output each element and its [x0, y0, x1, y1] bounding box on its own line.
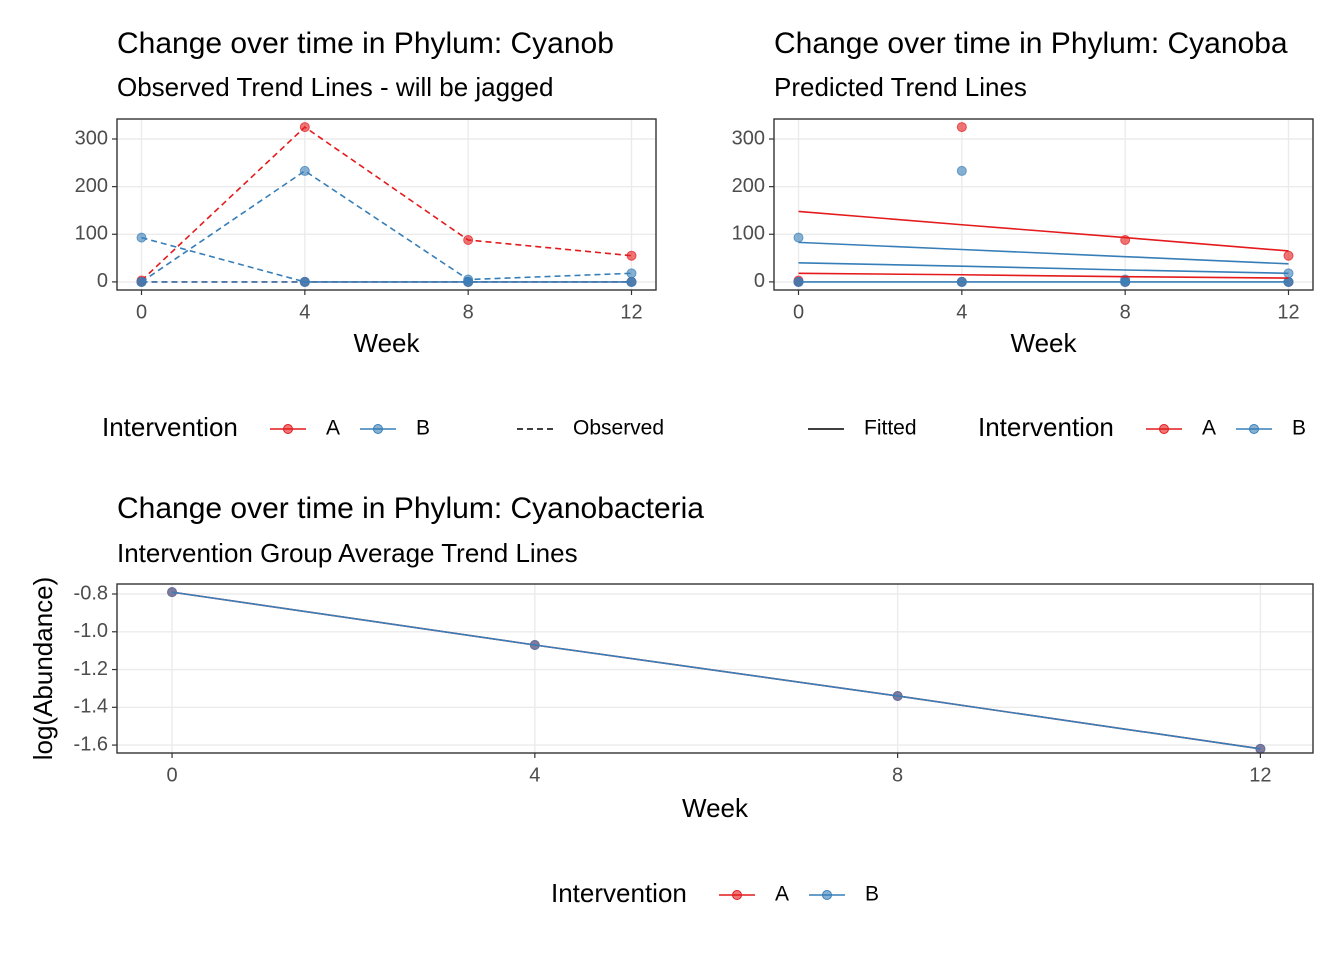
chart-subtitle: Predicted Trend Lines — [774, 72, 1027, 102]
legend-key-point — [373, 424, 383, 434]
data-point — [1283, 250, 1294, 261]
x-tick-label: 12 — [1249, 764, 1271, 786]
y-tick-label: 100 — [732, 223, 765, 245]
data-point — [167, 587, 178, 598]
data-point — [299, 122, 310, 133]
chart-title: Change over time in Phylum: Cyanobacteri… — [117, 492, 704, 525]
x-tick-label: 8 — [1120, 301, 1131, 323]
data-point — [463, 276, 474, 287]
series-line — [798, 241, 1289, 265]
data-point — [1255, 743, 1266, 754]
series-line — [798, 210, 1289, 252]
chart-subtitle: Observed Trend Lines - will be jagged — [117, 72, 553, 102]
y-tick-label: 200 — [75, 175, 108, 197]
y-tick-label: 300 — [732, 127, 765, 149]
data-point — [299, 276, 310, 287]
series-line — [171, 591, 1261, 750]
legend-key-point — [822, 890, 832, 900]
y-axis-title: log(Abundance) — [28, 577, 58, 761]
x-tick-label: 12 — [1277, 301, 1299, 323]
x-tick-label: 8 — [463, 301, 474, 323]
data-point — [299, 165, 310, 176]
legend-key-point — [1159, 424, 1169, 434]
y-tick-label: -1.6 — [74, 733, 108, 755]
plot-border — [116, 583, 1314, 754]
y-tick-label: -1.0 — [74, 620, 108, 642]
series-line — [798, 262, 1289, 275]
legend-label: Observed — [573, 417, 664, 440]
legend-label: Fitted — [864, 417, 917, 440]
legend-title: Intervention — [102, 412, 238, 442]
x-tick-label: 4 — [529, 764, 540, 786]
series-line — [798, 272, 1289, 279]
legend-key-point — [283, 424, 293, 434]
data-point — [956, 122, 967, 133]
plot-border — [773, 118, 1314, 291]
legend-title: Intervention — [551, 878, 687, 908]
data-point — [463, 234, 474, 245]
data-point — [136, 232, 147, 243]
x-axis-title: Week — [1011, 328, 1078, 358]
legend-label: A — [1202, 417, 1216, 440]
legend-label: B — [1292, 417, 1306, 440]
legend-label: B — [865, 883, 879, 906]
legend-label: A — [775, 883, 789, 906]
legend-label: B — [416, 417, 430, 440]
data-point — [626, 250, 637, 261]
y-tick-label: -0.8 — [74, 582, 108, 604]
y-tick-label: 100 — [75, 223, 108, 245]
y-tick-label: 300 — [75, 127, 108, 149]
data-point — [793, 232, 804, 243]
x-tick-label: 12 — [620, 301, 642, 323]
x-tick-label: 0 — [136, 301, 147, 323]
data-point — [892, 690, 903, 701]
data-point — [626, 268, 637, 279]
chart-title: Change over time in Phylum: Cyanob — [117, 27, 614, 60]
plot-background — [117, 584, 1313, 753]
data-point — [956, 165, 967, 176]
x-tick-label: 4 — [299, 301, 310, 323]
x-tick-label: 0 — [166, 764, 177, 786]
chart-title: Change over time in Phylum: Cyanoba — [774, 27, 1288, 60]
x-tick-label: 8 — [892, 764, 903, 786]
legend-key-point — [732, 890, 742, 900]
x-axis-title: Week — [354, 328, 421, 358]
chart-subtitle: Intervention Group Average Trend Lines — [117, 538, 578, 568]
x-axis-title: Week — [682, 793, 749, 823]
x-tick-label: 0 — [793, 301, 804, 323]
y-tick-label: 200 — [732, 175, 765, 197]
legend-key-point — [1249, 424, 1259, 434]
x-tick-label: 4 — [956, 301, 967, 323]
series-line — [141, 169, 632, 283]
data-point — [529, 639, 540, 650]
data-point — [626, 276, 637, 287]
series-line — [140, 126, 632, 282]
legend-label: A — [326, 417, 340, 440]
y-tick-label: -1.4 — [74, 696, 108, 718]
data-point — [136, 276, 147, 287]
y-tick-label: -1.2 — [74, 658, 108, 680]
legend-title: Intervention — [978, 412, 1114, 442]
plot-border — [116, 118, 657, 291]
plot-background — [117, 119, 656, 290]
y-tick-label: 0 — [754, 270, 765, 292]
y-tick-label: 0 — [97, 270, 108, 292]
